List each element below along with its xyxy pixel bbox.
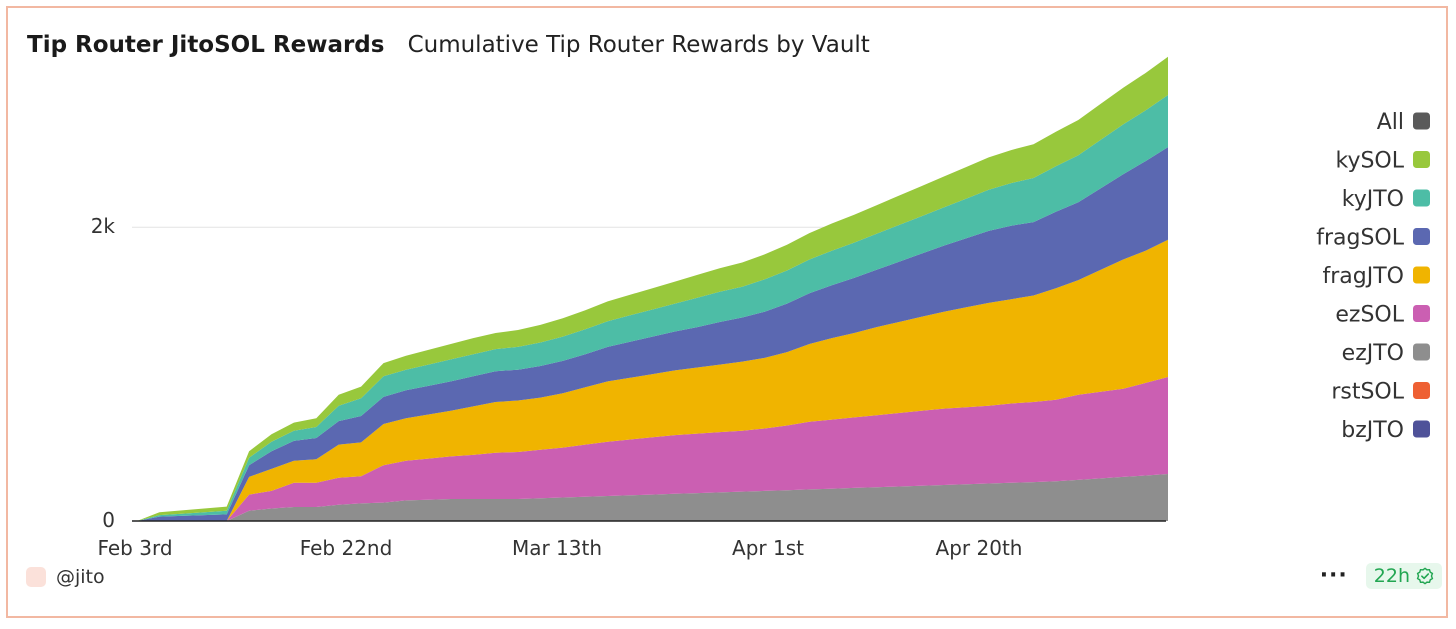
legend-item-ezJTO[interactable]: ezJTO xyxy=(1342,341,1430,366)
legend-swatch xyxy=(1413,420,1430,438)
legend-item-ezSOL[interactable]: ezSOL xyxy=(1335,303,1430,328)
legend-label: kyJTO xyxy=(1342,187,1404,212)
y-tick-label: 0 xyxy=(102,508,115,532)
legend-swatch xyxy=(1413,343,1430,361)
legend-label: ezSOL xyxy=(1335,303,1404,328)
chart-header: Tip Router JitoSOL Rewards Cumulative Ti… xyxy=(27,32,870,58)
legend-item-rstSOL[interactable]: rstSOL xyxy=(1331,380,1430,405)
x-tick-label: Feb 22nd xyxy=(300,536,393,560)
legend-item-bzJTO[interactable]: bzJTO xyxy=(1341,418,1430,443)
legend-swatch xyxy=(1413,382,1430,399)
area-ezJTO xyxy=(137,474,1168,521)
more-icon[interactable]: ··· xyxy=(1319,563,1348,588)
x-tick-label: Apr 1st xyxy=(732,536,804,560)
legend-swatch xyxy=(1413,112,1430,130)
refresh-age-badge[interactable]: 22h xyxy=(1365,563,1442,589)
x-tick-label: Feb 3rd xyxy=(97,536,172,560)
area-kySOL xyxy=(137,56,1168,522)
axes: 0 2k Feb 3rd Feb 22nd Mar 13th Apr 1st Apr 20t… xyxy=(91,214,1166,560)
area-ezSOL xyxy=(137,377,1168,521)
avatar[interactable] xyxy=(26,567,46,587)
legend-swatch xyxy=(1413,189,1430,207)
legend-item-fragJTO[interactable]: fragJTO xyxy=(1323,264,1430,289)
legend-label: fragSOL xyxy=(1316,226,1405,251)
x-tick-label: Apr 20th xyxy=(936,536,1023,560)
y-tick-label: 2k xyxy=(91,214,116,238)
legend-label: All xyxy=(1377,110,1404,135)
legend-item-All[interactable]: All xyxy=(1377,110,1430,135)
legend-swatch xyxy=(1413,151,1430,168)
chart-subtitle: Cumulative Tip Router Rewards by Vault xyxy=(407,32,870,58)
legend-label: fragJTO xyxy=(1323,264,1404,289)
legend-label: rstSOL xyxy=(1331,380,1404,405)
legend-item-fragSOL[interactable]: fragSOL xyxy=(1316,226,1430,251)
legend-item-kyJTO[interactable]: kyJTO xyxy=(1342,187,1430,212)
chart-title: Tip Router JitoSOL Rewards xyxy=(27,32,385,58)
check-circle-icon xyxy=(1416,567,1434,585)
area-series xyxy=(137,56,1168,522)
age-label: 22h xyxy=(1373,565,1410,587)
author-info: @jito xyxy=(26,566,105,588)
area-fragJTO xyxy=(137,239,1168,521)
legend-swatch xyxy=(1413,228,1430,245)
legend-swatch xyxy=(1413,266,1430,284)
legend: All kySOL kyJTO fragSOL fragJTO ezSOL ezJTO rst… xyxy=(1316,110,1430,443)
x-tick-label: Mar 13th xyxy=(512,536,602,560)
legend-swatch xyxy=(1413,305,1430,322)
author-handle[interactable]: @jito xyxy=(56,566,105,588)
legend-label: ezJTO xyxy=(1342,341,1404,366)
legend-item-kySOL[interactable]: kySOL xyxy=(1335,149,1430,174)
legend-label: kySOL xyxy=(1335,149,1404,174)
footer-actions: ··· 22h xyxy=(1320,563,1442,589)
legend-label: bzJTO xyxy=(1341,418,1404,443)
